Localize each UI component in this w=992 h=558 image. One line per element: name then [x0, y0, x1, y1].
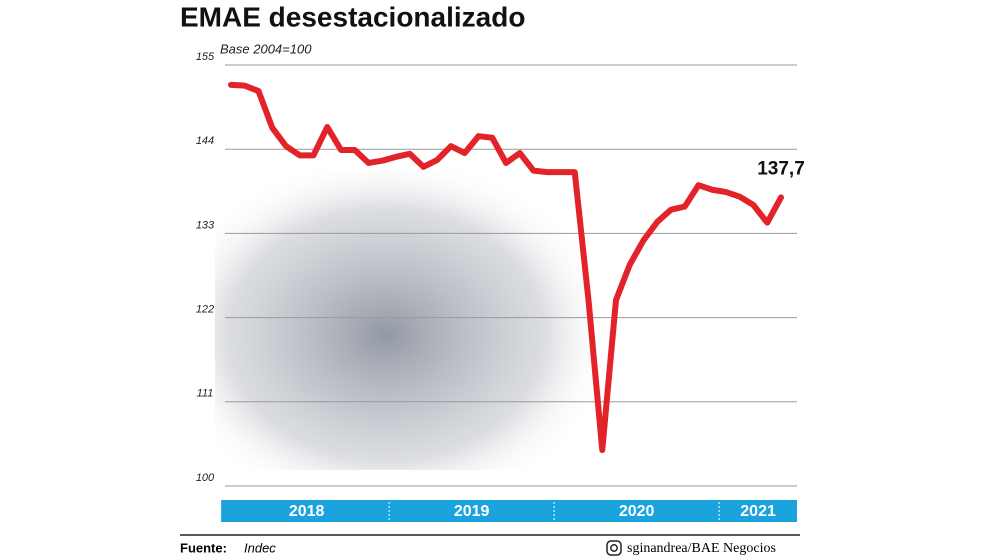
instagram-icon-lens: [610, 544, 618, 552]
source-label: Fuente:: [180, 540, 227, 555]
y-tick-label: 144: [196, 135, 214, 147]
year-band: [221, 500, 797, 522]
data-line: [228, 81, 784, 454]
y-tick-label: 155: [196, 51, 215, 63]
y-tick-label: 100: [196, 472, 215, 484]
credit: sginandrea/BAE Negocios: [627, 541, 776, 556]
instagram-icon: [606, 540, 622, 556]
value-label: 137,7: [757, 158, 805, 179]
source: Indec: [244, 540, 276, 555]
year-label: 2019: [454, 503, 490, 520]
year-label: 2021: [740, 503, 776, 520]
chart-subtitle: Base 2004=100: [220, 41, 312, 56]
year-label: 2018: [289, 503, 325, 520]
chart-title: EMAE desestacionalizado: [180, 1, 525, 32]
y-tick-label: 111: [197, 388, 214, 400]
photo-background: [215, 170, 595, 470]
y-tick-label: 122: [196, 304, 214, 316]
year-label: 2020: [619, 503, 655, 520]
y-tick-label: 133: [196, 219, 215, 231]
